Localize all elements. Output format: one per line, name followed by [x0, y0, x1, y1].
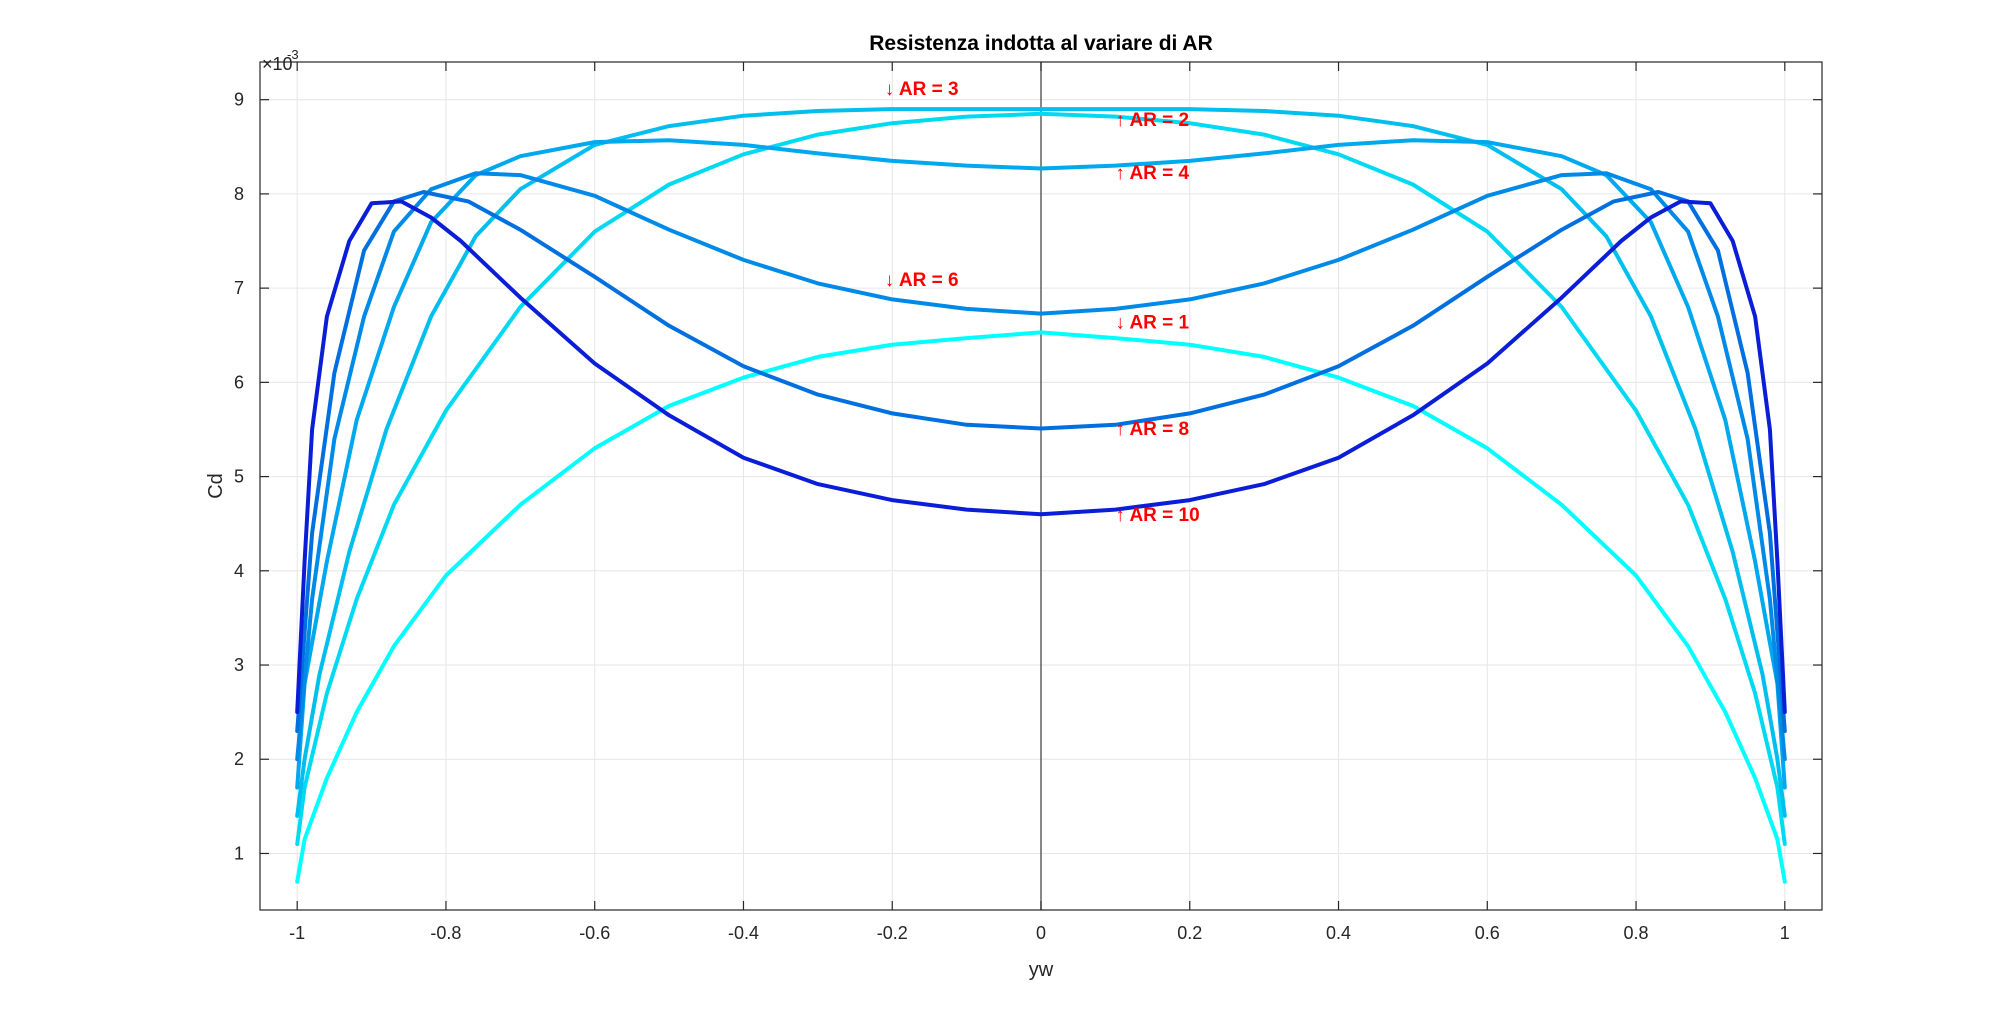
y-axis-label: Cd	[205, 473, 227, 499]
curve-annotation: ↑ AR = 4	[1115, 163, 1189, 184]
series-line-3	[295, 107, 1787, 818]
y-tick-label: 6	[234, 372, 244, 392]
y-tick-label: 3	[234, 655, 244, 675]
x-tick-label: 0.4	[1326, 923, 1351, 943]
x-axis-label: yw	[1029, 959, 1054, 981]
series-line-7	[295, 199, 1787, 715]
y-tick-label: 2	[234, 749, 244, 769]
series-line-5	[295, 171, 1787, 762]
x-tick-label: 0.8	[1624, 923, 1649, 943]
y-tick-label: 4	[234, 561, 244, 581]
y-axis-exponent: ×10 -3	[262, 47, 299, 74]
curve-annotation: ↑ AR = 10	[1115, 505, 1199, 526]
x-tick-label: 0.2	[1177, 923, 1202, 943]
x-tick-label: 0.6	[1475, 923, 1500, 943]
x-tick-label: 1	[1780, 923, 1790, 943]
y-exponent-base: ×10	[262, 54, 293, 74]
y-tick-label: 5	[234, 467, 244, 487]
x-tick-label: -0.8	[430, 923, 461, 943]
y-exponent-power: -3	[287, 47, 299, 62]
series-line-1	[295, 330, 1787, 884]
tick-layer: -1 -0.8 -0.6 -0.4 -0.2 0 0.2 0.4 0.6 0.8 1 1 2 3 4 5 6 7 8…	[234, 62, 1822, 943]
x-tick-label: -0.6	[579, 923, 610, 943]
annotation-layer: ↓ AR = 3 ↑ AR = 2 ↑ AR = 4 ↓ AR = 6 ↓ AR = 1…	[885, 79, 1200, 526]
series-line-2	[295, 111, 1787, 846]
x-tick-label: -0.2	[877, 923, 908, 943]
curve-annotation: ↑ AR = 2	[1115, 110, 1189, 131]
y-tick-label: 7	[234, 278, 244, 298]
y-tick-label: 9	[234, 90, 244, 110]
series-line-6	[295, 190, 1787, 733]
series-layer	[295, 107, 1787, 884]
curve-annotation: ↑ AR = 8	[1115, 419, 1189, 440]
series-line-4	[295, 138, 1787, 790]
x-tick-label: -1	[289, 923, 305, 943]
x-tick-label: -0.4	[728, 923, 759, 943]
chart-title: Resistenza indotta al variare di AR	[869, 32, 1213, 55]
y-tick-label: 8	[234, 184, 244, 204]
x-tick-label: 0	[1036, 923, 1046, 943]
curve-annotation: ↓ AR = 3	[885, 79, 959, 100]
y-tick-label: 1	[234, 843, 244, 863]
curve-annotation: ↓ AR = 6	[885, 270, 959, 291]
curve-annotation: ↓ AR = 1	[1115, 313, 1189, 334]
